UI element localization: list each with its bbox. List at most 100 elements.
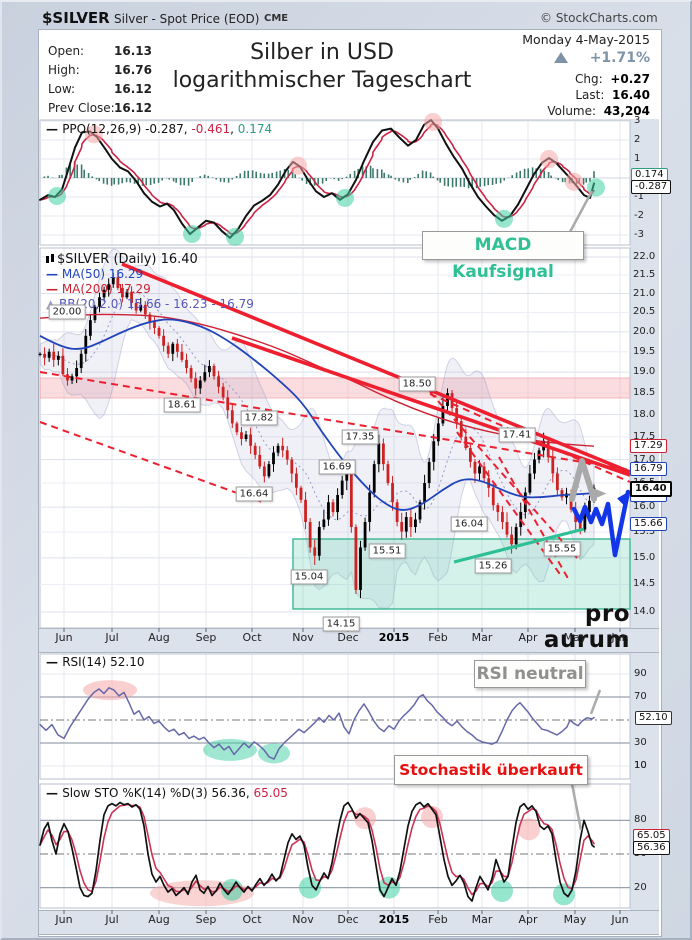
month-label: Nov xyxy=(292,631,314,644)
open-row: Open: xyxy=(48,44,84,58)
sto-tick: 20 xyxy=(634,881,647,893)
rsi-tick: 70 xyxy=(634,691,647,702)
legend-line-icon: — xyxy=(46,786,63,800)
stockcharts-credit: © StockCharts.com xyxy=(540,11,658,25)
main-legend: $SILVER (Daily) 16.40— MA(50) 16.29— MA(… xyxy=(46,252,254,312)
rsi-legend: — RSI(14) 52.10 xyxy=(46,655,144,669)
price-annotation: 16.69 xyxy=(318,459,356,475)
legend-text: , xyxy=(245,786,254,800)
main-legend-row: — MA(200) 17.29 xyxy=(46,282,254,297)
chg-row: Chg: +0.27 xyxy=(442,72,650,86)
macd-buy-signal-callout: MACD Kaufsignal xyxy=(422,231,584,282)
value-flag: 17.29 xyxy=(630,439,667,454)
month-label: Apr xyxy=(518,631,538,644)
legend-text: 65.05 xyxy=(253,786,288,800)
month-label: 2015 xyxy=(378,913,410,926)
legend-text: $SILVER (Daily) 16.40 xyxy=(57,252,198,267)
bb-triangle-icon: ▲ xyxy=(46,297,55,311)
month-label: Jul xyxy=(105,631,119,644)
value-flag: 16.40 xyxy=(630,480,672,497)
ppo-tick: 2 xyxy=(634,134,641,145)
exchange-label: CME xyxy=(264,13,289,24)
low-label: Low: xyxy=(48,82,76,96)
high-value: 16.76 xyxy=(114,63,152,77)
ticker-description: Silver - Spot Price (EOD) xyxy=(114,12,260,26)
low-value: 16.12 xyxy=(114,82,152,96)
price-tick: 17.0 xyxy=(633,453,656,465)
pct-change-row: +1.71% xyxy=(442,50,650,66)
main-legend-row: $SILVER (Daily) 16.40 xyxy=(46,252,254,267)
price-tick: 15.0 xyxy=(633,551,656,563)
open-label: Open: xyxy=(48,44,85,58)
month-label: Aug xyxy=(148,631,170,644)
legend-text: 0.174 xyxy=(237,122,273,136)
pct-change: +1.71% xyxy=(589,50,650,66)
ppo-tick: -3 xyxy=(634,229,644,240)
price-tick: 19.0 xyxy=(633,366,656,378)
price-annotation: 20.00 xyxy=(48,304,86,320)
rsi-tick: 10 xyxy=(634,760,647,771)
prev-close-label: Prev Close: xyxy=(48,101,115,115)
price-annotation: 15.26 xyxy=(474,558,512,574)
chart-title-line2: logarithmischer Tageschart xyxy=(172,68,472,93)
month-axis-bottom xyxy=(39,910,659,935)
candlestick-icon xyxy=(46,254,55,264)
line-icon: — xyxy=(46,282,58,296)
month-label: Mar xyxy=(471,913,493,926)
chart-title-line1: Silber in USD xyxy=(250,40,394,65)
price-annotation: 16.64 xyxy=(235,486,273,502)
low-row: Low: xyxy=(48,82,75,96)
prev-close-row: Prev Close: xyxy=(48,101,115,115)
ppo-tick: -2 xyxy=(634,210,644,221)
price-tick: 22.0 xyxy=(633,251,656,262)
month-label: Sep xyxy=(195,913,217,926)
price-annotation: 15.55 xyxy=(543,541,581,557)
ppo-tick: 3 xyxy=(634,115,641,126)
value-flag: 52.10 xyxy=(635,710,672,725)
price-annotation: 18.50 xyxy=(398,376,436,392)
legend-text: -0.287 xyxy=(145,122,184,136)
month-label: Jun xyxy=(55,913,73,926)
volume-label: Volume: xyxy=(547,104,597,118)
month-label: Feb xyxy=(428,913,448,926)
legend-text: , xyxy=(183,122,192,136)
month-label: May xyxy=(563,631,587,644)
price-tick: 21.0 xyxy=(633,287,656,299)
price-tick: 18.0 xyxy=(633,408,656,420)
month-label: Mar xyxy=(471,631,493,644)
chg-value: +0.27 xyxy=(610,72,650,86)
price-annotation: 16.04 xyxy=(450,516,488,532)
price-tick: 15.5 xyxy=(633,526,656,538)
price-tick: 20.0 xyxy=(633,325,656,337)
ppo-legend: — PPO(12,26,9) -0.287, -0.461, 0.174 xyxy=(46,122,272,136)
legend-text: MA(200) 17.29 xyxy=(58,282,151,296)
open-value: 16.13 xyxy=(114,44,152,58)
pro-aurum-watermark: pro aurum xyxy=(543,601,630,653)
sto-overbought-callout: Stochastik überkauft xyxy=(394,755,588,785)
price-tick: 19.5 xyxy=(633,345,656,357)
legend-text: MA(50) 16.29 xyxy=(58,267,144,281)
legend-text: PPO(12,26,9) xyxy=(62,122,146,136)
month-label: 2015 xyxy=(378,631,410,644)
price-annotation: 15.51 xyxy=(368,543,406,559)
ticker-symbol: $SILVER xyxy=(42,9,110,27)
last-label: Last: xyxy=(575,88,605,102)
value-flag: 56.36 xyxy=(633,841,670,856)
price-tick: 20.5 xyxy=(633,306,656,318)
price-annotation: 17.82 xyxy=(240,410,278,426)
line-icon: — xyxy=(46,267,58,281)
rsi-neutral-callout: RSI neutral xyxy=(474,660,586,688)
month-label: Jun xyxy=(611,913,629,926)
month-label: Jul xyxy=(105,913,119,926)
price-tick: 16.0 xyxy=(633,501,656,513)
legend-text: BB(20,2.0) 15.66 - 16.23 - 16.79 xyxy=(55,297,254,311)
rsi-tick: 90 xyxy=(634,668,647,679)
legend-line-icon: — xyxy=(46,655,63,669)
sto-legend: — Slow STO %K(14) %D(3) 56.36, 65.05 xyxy=(46,786,288,800)
prev-close-value: 16.12 xyxy=(114,101,152,115)
month-label: May xyxy=(563,913,587,926)
ppo-tick: 1 xyxy=(634,153,641,164)
legend-text: , xyxy=(230,122,238,136)
last-value: 16.40 xyxy=(612,88,650,102)
rsi-tick: 30 xyxy=(634,737,647,748)
